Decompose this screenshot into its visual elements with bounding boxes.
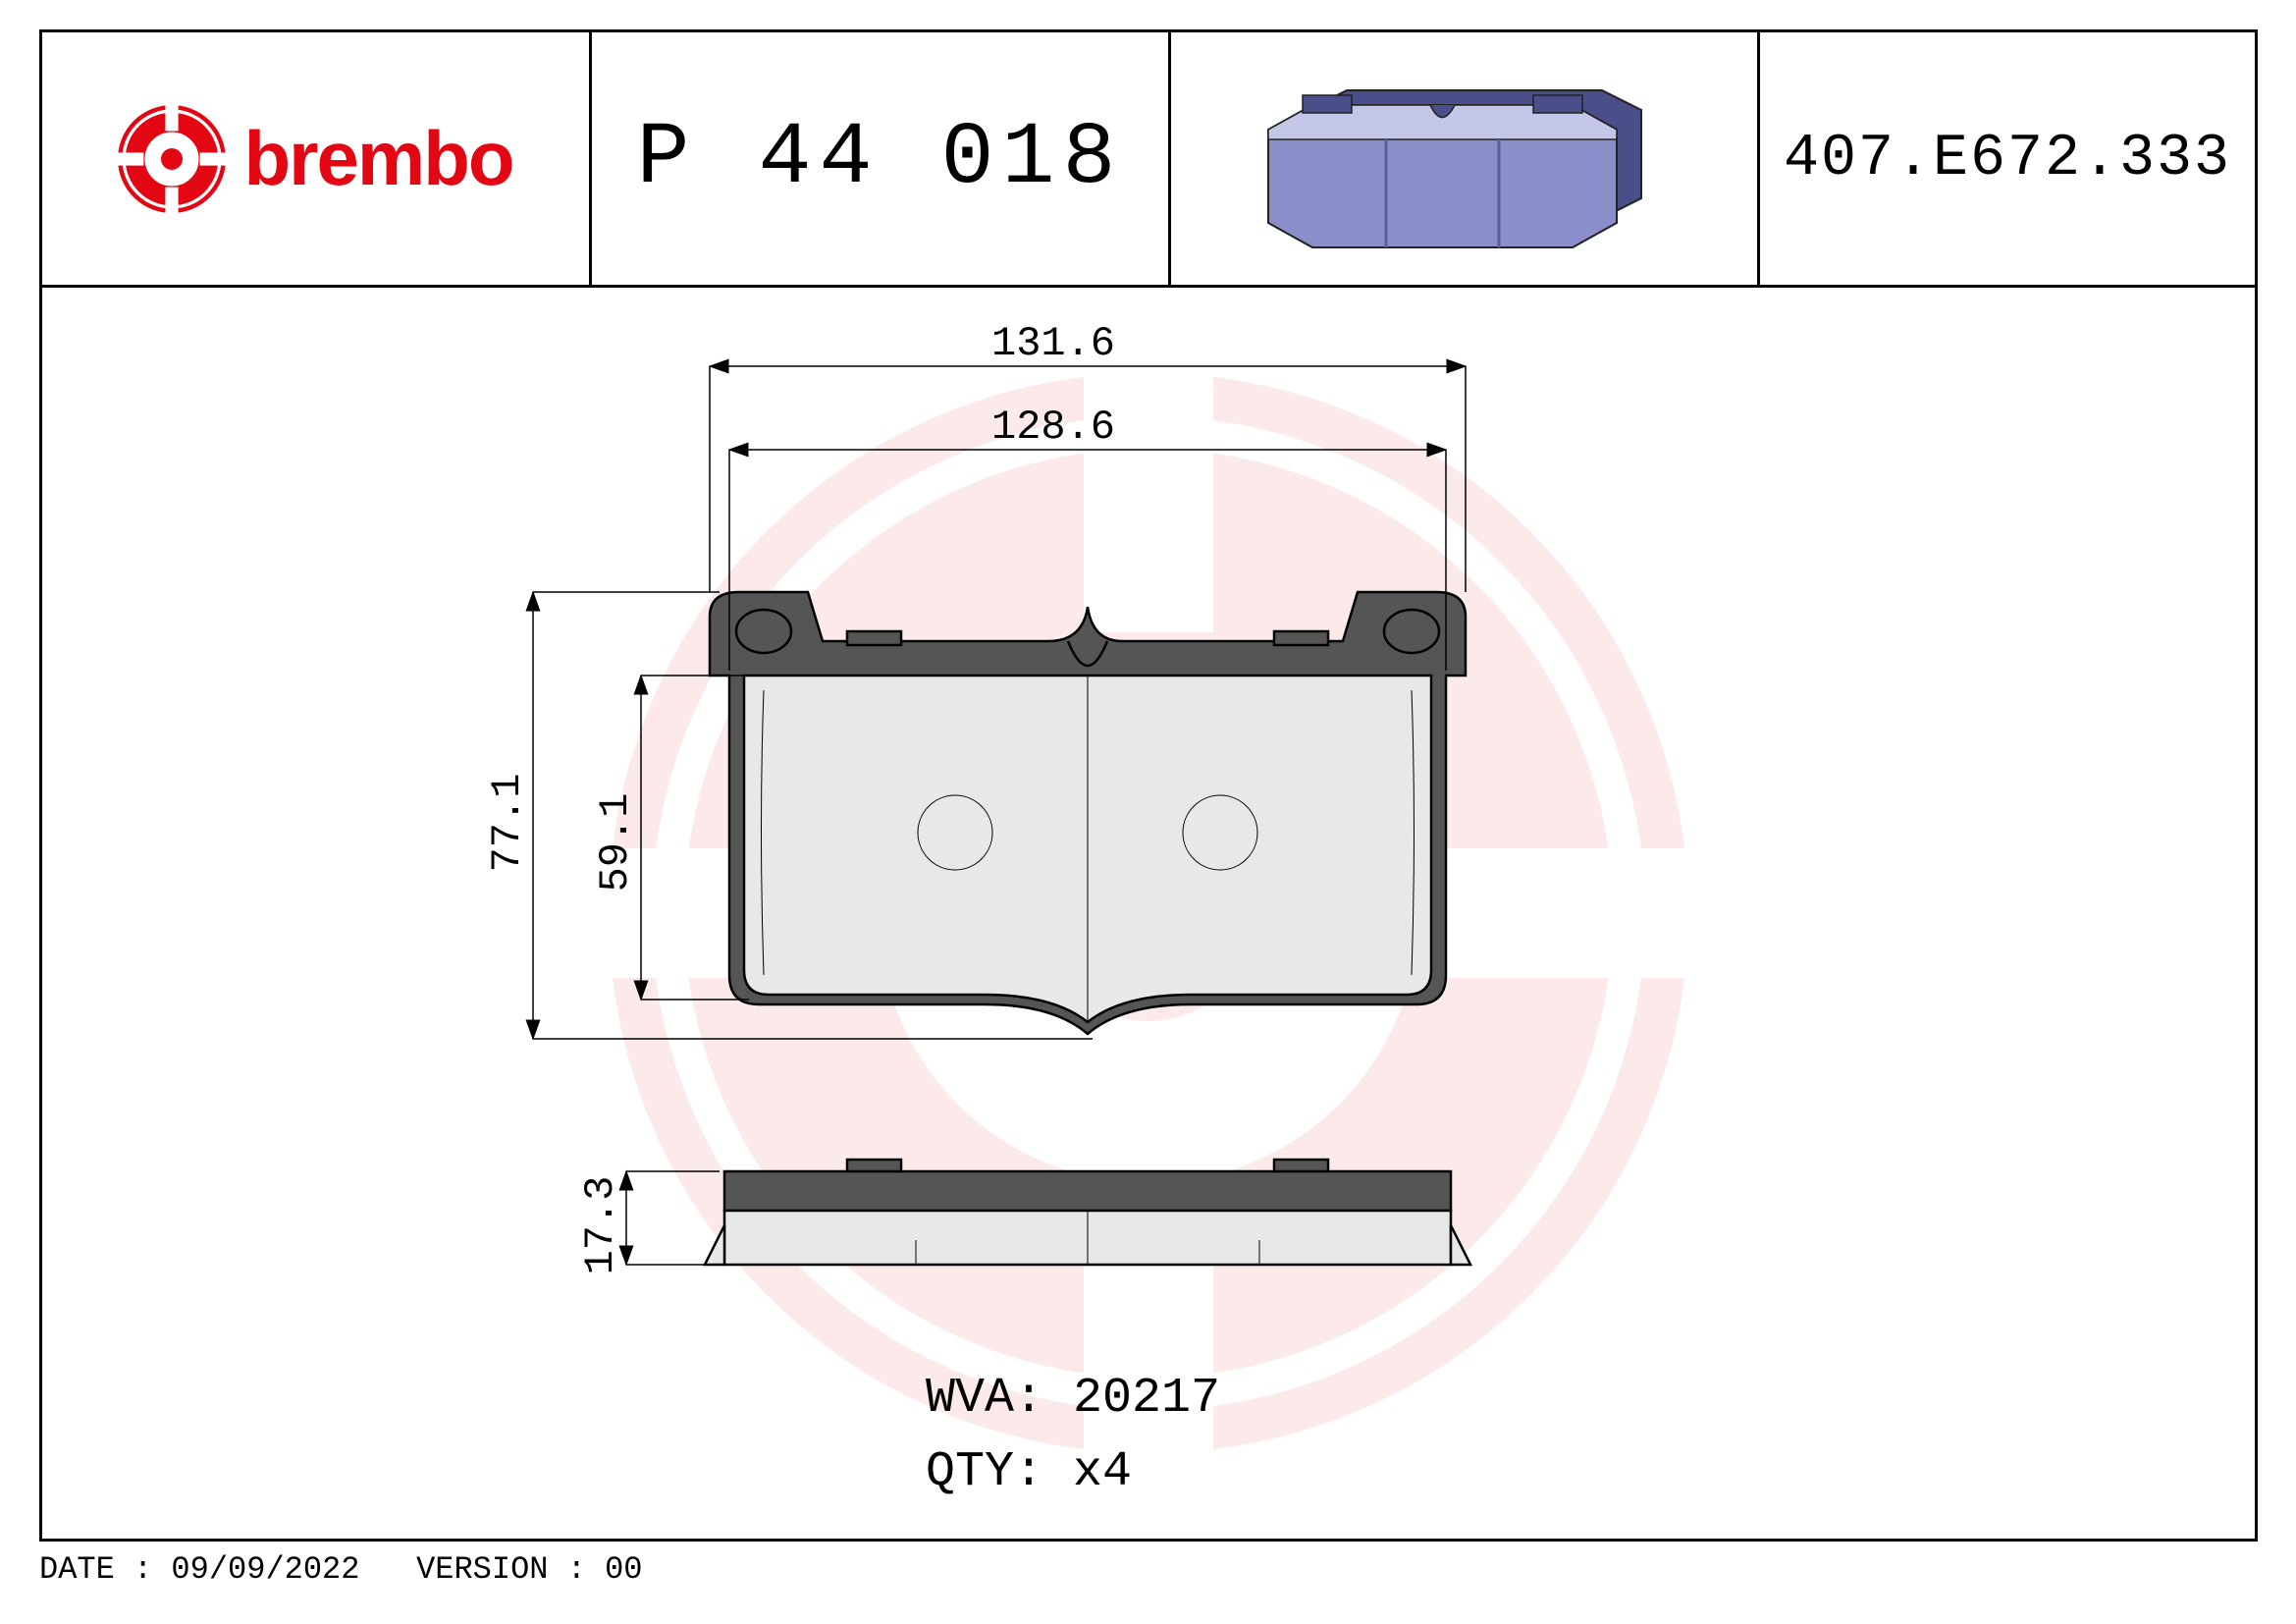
part-number: P 44 018 <box>636 109 1123 209</box>
footer-version-value: 00 <box>605 1551 642 1588</box>
meta-block: WVA: 20217 QTY: x4 <box>926 1362 1220 1509</box>
footer-version-label: VERSION : <box>416 1551 586 1588</box>
wva-label: WVA: <box>926 1371 1043 1427</box>
wva-value: 20217 <box>1073 1371 1220 1427</box>
footer-date-value: 09/09/2022 <box>171 1551 359 1588</box>
dim-height-inner: 59.1 <box>592 676 749 1000</box>
qty-value: x4 <box>1073 1444 1132 1500</box>
dim-width-overall: 131.6 <box>710 320 1466 592</box>
dim-thickness-value: 17.3 <box>577 1176 624 1275</box>
header-row: brembo P 44 018 <box>42 32 2255 288</box>
brand-text: brembo <box>243 114 512 203</box>
qty-label: QTY: <box>926 1444 1043 1500</box>
dim-height-overall-value: 77.1 <box>484 774 531 873</box>
brake-pad-isometric-icon <box>1249 61 1681 257</box>
logo-cell: brembo <box>42 32 592 285</box>
dim-width-overall-value: 131.6 <box>991 320 1115 367</box>
qty-row: QTY: x4 <box>926 1435 1220 1509</box>
front-view-drawing: 131.6 128.6 77.1 59.1 <box>366 307 1937 1387</box>
drawing-code: 407.E672.333 <box>1784 126 2231 192</box>
dim-width-inner-value: 128.6 <box>991 404 1115 451</box>
wva-row: WVA: 20217 <box>926 1362 1220 1435</box>
dim-thickness: 17.3 <box>577 1171 720 1274</box>
footer: DATE : 09/09/2022 VERSION : 00 <box>39 1551 643 1588</box>
side-view-drawing <box>705 1160 1470 1265</box>
footer-date-label: DATE : <box>39 1551 152 1588</box>
drawing-code-cell: 407.E672.333 <box>1760 32 2255 285</box>
drawing-sheet: brembo P 44 018 <box>39 29 2258 1542</box>
dim-height-inner-value: 59.1 <box>592 793 639 893</box>
drawing-area: 131.6 128.6 77.1 59.1 <box>42 288 2255 1539</box>
part-number-cell: P 44 018 <box>592 32 1171 285</box>
brembo-mark-icon <box>118 105 226 213</box>
brembo-logo: brembo <box>118 105 512 213</box>
isometric-cell <box>1171 32 1760 285</box>
